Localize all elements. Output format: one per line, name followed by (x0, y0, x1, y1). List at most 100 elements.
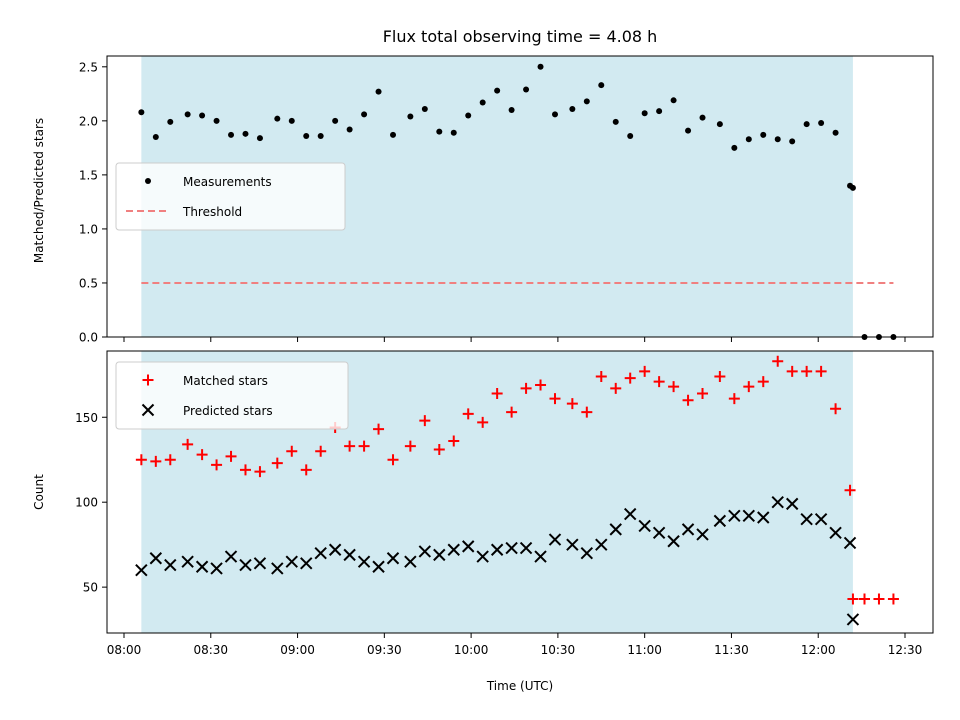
y-tick-label: 50 (83, 581, 98, 595)
measurement-point (716, 121, 723, 128)
measurement-point (612, 118, 619, 125)
matched-star-point (668, 381, 680, 393)
predicted-star-point (785, 497, 799, 511)
matched-star-point (697, 387, 709, 399)
measurement-point (167, 118, 174, 125)
matched-star-point (211, 459, 223, 471)
legend-label: Predicted stars (183, 404, 273, 418)
measurement-point (242, 130, 249, 137)
matched-star-point (182, 438, 194, 450)
matched-star-point (358, 440, 370, 452)
measurement-point (745, 136, 752, 143)
matched-star-point (859, 593, 871, 605)
measurement-point (184, 111, 191, 118)
measurement-point (346, 126, 353, 133)
measurement-point (288, 117, 295, 124)
measurement-point (641, 110, 648, 117)
predicted-star-point (580, 546, 594, 560)
matched-star-point (566, 398, 578, 410)
measurement-point (832, 129, 839, 136)
measurement-point (699, 114, 706, 121)
predicted-star-point (314, 546, 327, 560)
matched-star-point (610, 382, 622, 394)
measurement-point (138, 109, 145, 116)
measurement-point (303, 132, 310, 139)
predicted-star-point (846, 613, 860, 626)
measurement-point (465, 112, 472, 119)
measurement-point (685, 127, 692, 134)
x-tick-label: 10:30 (541, 643, 576, 657)
matched-star-point (404, 440, 416, 452)
measurement-point (627, 132, 634, 139)
measurement-point (256, 135, 263, 142)
measurement-point (375, 88, 382, 95)
predicted-star-point (505, 541, 518, 555)
matched-star-point (682, 394, 694, 406)
measurement-point (421, 105, 428, 112)
measurement-point (569, 105, 576, 112)
predicted-star-point (534, 550, 547, 563)
predicted-star-point (239, 558, 252, 572)
predicted-star-point (800, 512, 813, 526)
matched-star-point (419, 415, 431, 427)
predicted-star-point (728, 509, 741, 522)
matched-star-point (873, 593, 885, 605)
measurement-point (390, 131, 397, 138)
predicted-star-point (623, 507, 637, 521)
measurement-point (494, 87, 501, 94)
matched-star-point (772, 355, 784, 367)
predicted-star-point (566, 538, 579, 551)
predicted-star-point (300, 557, 313, 570)
measurement-point (598, 82, 605, 89)
predicted-star-point (681, 523, 695, 536)
predicted-star-point (490, 543, 504, 556)
matched-star-point (164, 454, 176, 466)
measurement-point (213, 117, 220, 124)
predicted-star-point (386, 552, 400, 565)
measurement-point (731, 144, 738, 151)
matched-star-point (844, 484, 856, 496)
matched-star-point (743, 381, 755, 393)
x-tick-label: 08:30 (193, 643, 228, 657)
matched-star-point (433, 444, 445, 456)
predicted-star-point (771, 495, 784, 509)
predicted-star-point (357, 555, 371, 568)
measurement-point (407, 113, 414, 120)
count-y-axis-label: Count (32, 474, 46, 510)
predicted-star-point (447, 543, 460, 556)
predicted-star-point (343, 548, 356, 562)
predicted-star-point (224, 550, 238, 563)
predicted-star-point (181, 555, 194, 568)
matched-star-point (491, 387, 503, 399)
matched-star-point (286, 445, 298, 457)
matched-star-point (373, 423, 385, 435)
matched-star-point (254, 466, 266, 478)
predicted-star-point (462, 540, 475, 553)
measurement-point (774, 136, 781, 143)
matched-star-point (728, 393, 740, 405)
measurement-point (789, 138, 796, 145)
y-tick-label: 100 (75, 496, 98, 510)
predicted-star-point (372, 560, 385, 573)
measurement-point (656, 108, 663, 115)
predicted-star-point (652, 526, 666, 539)
x-tick-label: 09:30 (367, 643, 402, 657)
matched-star-point (595, 370, 607, 382)
predicted-star-point (404, 555, 417, 568)
matched-star-point (271, 457, 283, 469)
measurement-point (760, 131, 767, 138)
predicted-star-point (667, 535, 680, 548)
x-tick-label: 11:00 (627, 643, 662, 657)
predicted-star-point (742, 509, 756, 522)
count-panel: 50 100 150 08:00 08:30 09:00 09:30 10:00 10:30 1… (32, 350, 934, 693)
predicted-star-point (713, 514, 727, 528)
predicted-star-point (253, 557, 267, 570)
predicted-star-point (609, 523, 622, 536)
matched-star-point (639, 365, 651, 377)
measurement-point (228, 131, 235, 138)
predicted-star-point (328, 543, 342, 556)
legend-label: Measurements (183, 175, 272, 189)
y-tick-label: 2.0 (79, 114, 98, 128)
y-tick-label: 2.5 (79, 60, 98, 74)
